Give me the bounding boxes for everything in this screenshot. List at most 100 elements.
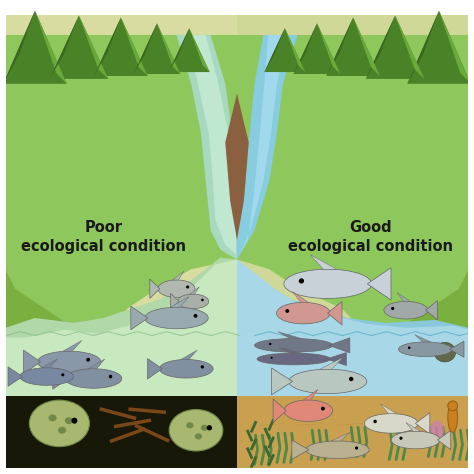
- Polygon shape: [278, 332, 301, 338]
- Polygon shape: [157, 23, 181, 74]
- Polygon shape: [50, 16, 79, 79]
- Polygon shape: [292, 440, 309, 459]
- Polygon shape: [328, 301, 342, 325]
- Ellipse shape: [58, 427, 66, 434]
- Polygon shape: [395, 16, 424, 79]
- Ellipse shape: [255, 338, 333, 352]
- Ellipse shape: [434, 342, 456, 362]
- Polygon shape: [303, 389, 318, 400]
- Polygon shape: [426, 301, 438, 320]
- Polygon shape: [279, 347, 301, 353]
- Polygon shape: [449, 341, 464, 357]
- Polygon shape: [131, 306, 148, 330]
- Polygon shape: [50, 16, 108, 79]
- Polygon shape: [237, 35, 468, 337]
- Ellipse shape: [284, 269, 372, 299]
- Polygon shape: [293, 23, 340, 74]
- Ellipse shape: [285, 309, 289, 313]
- Polygon shape: [134, 23, 181, 74]
- Polygon shape: [94, 18, 121, 76]
- Polygon shape: [292, 292, 309, 302]
- Polygon shape: [371, 269, 468, 396]
- Ellipse shape: [269, 343, 272, 345]
- Ellipse shape: [365, 414, 418, 433]
- Ellipse shape: [201, 365, 204, 369]
- Ellipse shape: [37, 351, 101, 373]
- Ellipse shape: [289, 369, 367, 393]
- Polygon shape: [264, 28, 285, 72]
- Ellipse shape: [48, 415, 57, 421]
- Polygon shape: [134, 23, 157, 74]
- Ellipse shape: [201, 425, 208, 431]
- Polygon shape: [94, 18, 148, 76]
- Polygon shape: [317, 23, 340, 74]
- Ellipse shape: [158, 280, 195, 298]
- Polygon shape: [438, 430, 451, 450]
- Polygon shape: [169, 28, 189, 72]
- Ellipse shape: [193, 314, 198, 318]
- Ellipse shape: [448, 401, 457, 410]
- Ellipse shape: [186, 285, 189, 289]
- Ellipse shape: [408, 346, 410, 349]
- Ellipse shape: [177, 294, 209, 309]
- Polygon shape: [237, 396, 468, 468]
- Polygon shape: [272, 368, 292, 395]
- Polygon shape: [415, 335, 431, 342]
- Ellipse shape: [448, 403, 457, 432]
- Text: Good
ecological condition: Good ecological condition: [288, 220, 453, 254]
- Ellipse shape: [321, 407, 325, 410]
- Polygon shape: [326, 18, 380, 76]
- Polygon shape: [240, 35, 288, 255]
- Polygon shape: [53, 368, 68, 389]
- Ellipse shape: [29, 400, 90, 447]
- Ellipse shape: [391, 307, 394, 310]
- Ellipse shape: [169, 410, 223, 451]
- Polygon shape: [237, 259, 468, 420]
- Polygon shape: [8, 367, 23, 386]
- Ellipse shape: [61, 373, 64, 376]
- Polygon shape: [3, 10, 67, 84]
- Polygon shape: [407, 10, 471, 84]
- Ellipse shape: [299, 278, 304, 283]
- Polygon shape: [6, 257, 237, 468]
- Text: Poor
ecological condition: Poor ecological condition: [21, 220, 186, 254]
- Polygon shape: [397, 292, 410, 301]
- Polygon shape: [121, 18, 148, 76]
- Polygon shape: [353, 18, 380, 76]
- Polygon shape: [407, 10, 439, 84]
- Polygon shape: [186, 35, 236, 255]
- Ellipse shape: [65, 369, 122, 388]
- Polygon shape: [273, 399, 286, 422]
- Polygon shape: [6, 259, 237, 425]
- Polygon shape: [169, 28, 210, 72]
- Ellipse shape: [430, 420, 444, 440]
- Ellipse shape: [86, 358, 90, 362]
- Ellipse shape: [72, 418, 77, 424]
- Ellipse shape: [109, 375, 112, 378]
- Polygon shape: [170, 297, 189, 307]
- Polygon shape: [189, 28, 210, 72]
- Polygon shape: [24, 350, 41, 374]
- Polygon shape: [225, 93, 249, 240]
- Ellipse shape: [20, 368, 73, 385]
- Ellipse shape: [257, 353, 330, 365]
- Polygon shape: [6, 269, 103, 396]
- Polygon shape: [331, 432, 350, 441]
- Polygon shape: [326, 18, 353, 76]
- Polygon shape: [190, 287, 200, 294]
- Ellipse shape: [145, 307, 208, 329]
- Polygon shape: [264, 28, 305, 72]
- Polygon shape: [6, 16, 237, 468]
- Polygon shape: [35, 10, 67, 84]
- Polygon shape: [237, 35, 298, 259]
- Polygon shape: [150, 279, 160, 299]
- Ellipse shape: [276, 302, 330, 324]
- Polygon shape: [415, 413, 430, 434]
- Polygon shape: [6, 396, 237, 468]
- Polygon shape: [88, 359, 105, 369]
- Ellipse shape: [384, 301, 428, 319]
- Polygon shape: [329, 338, 350, 353]
- Polygon shape: [406, 422, 420, 431]
- Ellipse shape: [65, 417, 73, 424]
- Ellipse shape: [355, 447, 358, 449]
